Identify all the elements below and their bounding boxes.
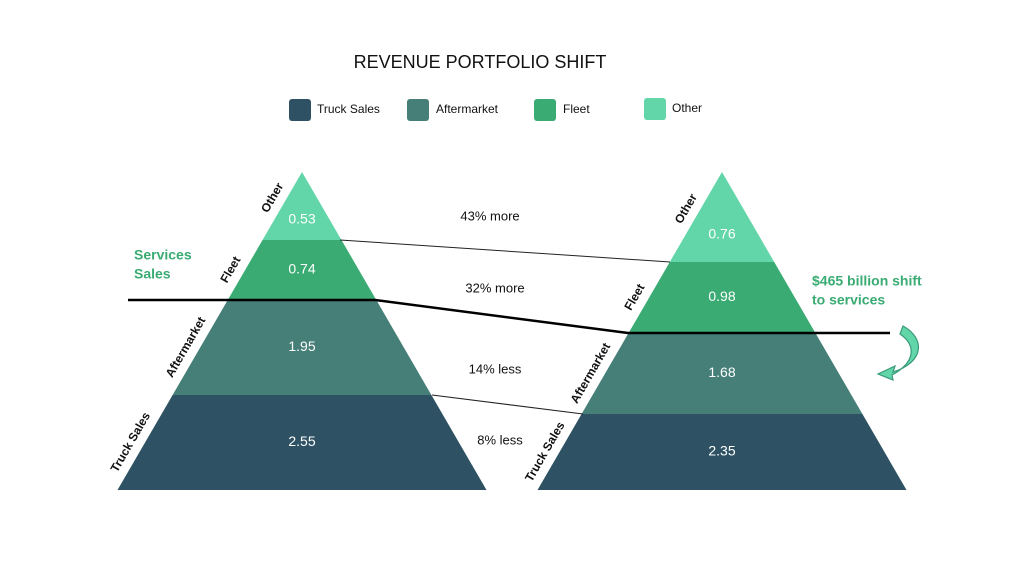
comparison: 14% less [469, 361, 522, 376]
segment-value: 0.74 [288, 261, 315, 277]
legend-label: Other [672, 101, 702, 115]
title: REVENUE PORTFOLIO SHIFT [354, 52, 607, 72]
legend-label: Truck Sales [317, 102, 380, 116]
legend-label: Fleet [563, 102, 590, 116]
pyramid-segment [669, 172, 775, 262]
comparison: 32% more [465, 280, 524, 295]
pyramid-segment [172, 300, 432, 395]
segment-value: 0.98 [708, 288, 735, 304]
segment-value: 1.68 [708, 364, 735, 380]
pyramid-segment [581, 333, 863, 414]
legend-swatch [289, 99, 311, 121]
diagram: Truck Sales Aftermarket Fleet Other0.53Othe… [108, 98, 922, 490]
legend-swatch [644, 98, 666, 120]
connector [339, 239, 671, 263]
segment-value: 0.76 [708, 226, 735, 242]
pyramid-segment [227, 240, 377, 300]
pyramid-segment [262, 172, 342, 240]
segment-value: 0.53 [288, 210, 315, 226]
annotation: to services [812, 292, 885, 308]
legend-label: Aftermarket [436, 102, 499, 116]
comparison: 8% less [477, 432, 523, 447]
segment-value: 1.95 [288, 338, 315, 354]
comparison: 43% more [460, 208, 519, 223]
shift-arrow [876, 325, 919, 381]
legend-swatch [534, 99, 556, 121]
pyramid-segment [628, 262, 816, 333]
annotation: Sales [134, 266, 171, 282]
pyramid-segment [117, 395, 487, 490]
services-divider [128, 298, 890, 335]
pyramid-segment [537, 414, 907, 490]
legend-swatch [407, 99, 429, 121]
segment-value: 2.35 [708, 443, 735, 459]
annotation: Services [134, 247, 192, 263]
segment-value: 2.55 [288, 433, 315, 449]
annotation: $465 billion shift [812, 273, 922, 289]
connector [431, 394, 584, 415]
